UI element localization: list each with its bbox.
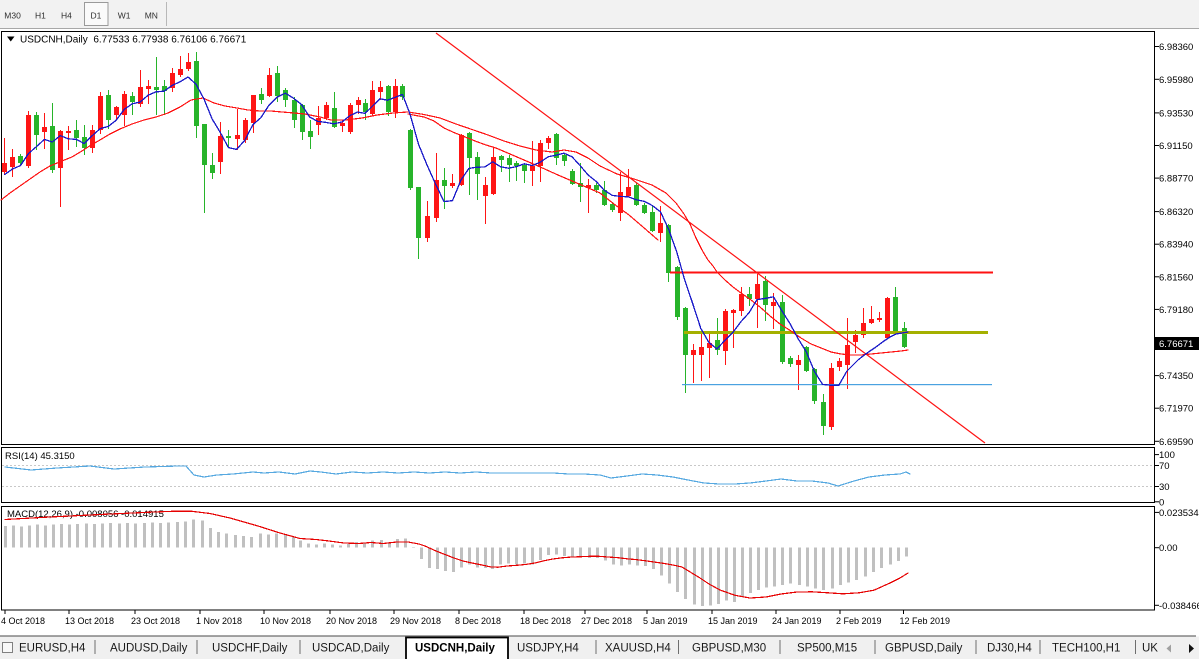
svg-text:18 Dec 2018: 18 Dec 2018	[520, 616, 571, 626]
svg-text:8 Dec 2018: 8 Dec 2018	[455, 616, 501, 626]
svg-text:6.88770: 6.88770	[1159, 174, 1193, 185]
svg-text:H4: H4	[61, 11, 72, 21]
svg-text:30: 30	[1159, 482, 1170, 493]
svg-text:MACD(12,26,9) -0.008056 -0.014: MACD(12,26,9) -0.008056 -0.014915	[7, 509, 164, 520]
svg-text:2 Feb 2019: 2 Feb 2019	[836, 616, 882, 626]
svg-text:SP500,M15: SP500,M15	[797, 643, 857, 655]
svg-text:6.86320: 6.86320	[1159, 207, 1193, 218]
svg-text:XAUUSD,H4: XAUUSD,H4	[605, 643, 671, 655]
svg-text:10 Nov 2018: 10 Nov 2018	[260, 616, 311, 626]
svg-text:USDCNH,Daily: USDCNH,Daily	[415, 643, 495, 655]
svg-text:USDCNH,Daily 6.77533 6.77938: USDCNH,Daily 6.77533 6.77938 6.76106 6.7…	[20, 35, 247, 46]
svg-text:UK: UK	[1142, 643, 1158, 655]
svg-text:24 Jan 2019: 24 Jan 2019	[772, 616, 822, 626]
svg-text:100: 100	[1159, 450, 1175, 461]
svg-text:RSI(14) 45.3150: RSI(14) 45.3150	[5, 451, 75, 462]
svg-text:MN: MN	[145, 11, 158, 21]
svg-text:6.93530: 6.93530	[1159, 108, 1193, 119]
svg-text:6.95980: 6.95980	[1159, 75, 1193, 86]
svg-text:USDCAD,Daily: USDCAD,Daily	[312, 643, 390, 655]
svg-text:6.81560: 6.81560	[1159, 272, 1193, 283]
svg-text:USDCHF,Daily: USDCHF,Daily	[212, 643, 288, 655]
svg-text:12 Feb 2019: 12 Feb 2019	[900, 616, 951, 626]
svg-text:6.76671: 6.76671	[1159, 339, 1193, 350]
svg-text:6.71970: 6.71970	[1159, 404, 1193, 415]
svg-text:5 Jan 2019: 5 Jan 2019	[643, 616, 688, 626]
svg-text:0.023534: 0.023534	[1159, 508, 1199, 519]
svg-text:6.74350: 6.74350	[1159, 371, 1193, 382]
svg-text:0.00: 0.00	[1159, 543, 1178, 554]
svg-text:6.83940: 6.83940	[1159, 240, 1193, 251]
svg-text:-0.038466: -0.038466	[1159, 601, 1199, 612]
svg-text:27 Dec 2018: 27 Dec 2018	[581, 616, 632, 626]
svg-text:GBPUSD,Daily: GBPUSD,Daily	[885, 643, 963, 655]
svg-text:H1: H1	[35, 11, 46, 21]
svg-text:6.69590: 6.69590	[1159, 437, 1193, 448]
svg-text:6.79180: 6.79180	[1159, 305, 1193, 316]
svg-text:TECH100,H1: TECH100,H1	[1052, 643, 1120, 655]
svg-text:EURUSD,H4: EURUSD,H4	[19, 643, 86, 655]
svg-text:6.91150: 6.91150	[1159, 141, 1193, 152]
svg-text:W1: W1	[118, 11, 131, 21]
svg-text:1 Nov 2018: 1 Nov 2018	[196, 616, 242, 626]
svg-text:6.98360: 6.98360	[1159, 42, 1193, 53]
svg-text:4 Oct 2018: 4 Oct 2018	[1, 616, 45, 626]
svg-text:GBPUSD,M30: GBPUSD,M30	[692, 643, 766, 655]
svg-text:M30: M30	[4, 11, 21, 21]
svg-text:0: 0	[1159, 497, 1164, 508]
svg-text:USDJPY,H4: USDJPY,H4	[517, 643, 579, 655]
svg-text:23 Oct 2018: 23 Oct 2018	[131, 616, 180, 626]
svg-text:D1: D1	[91, 11, 102, 21]
svg-text:15 Jan 2019: 15 Jan 2019	[708, 616, 758, 626]
svg-text:DJ30,H4: DJ30,H4	[987, 643, 1032, 655]
svg-text:70: 70	[1159, 461, 1170, 472]
svg-text:20 Nov 2018: 20 Nov 2018	[326, 616, 377, 626]
svg-text:13 Oct 2018: 13 Oct 2018	[65, 616, 114, 626]
svg-text:29 Nov 2018: 29 Nov 2018	[390, 616, 441, 626]
svg-text:AUDUSD,Daily: AUDUSD,Daily	[110, 643, 188, 655]
